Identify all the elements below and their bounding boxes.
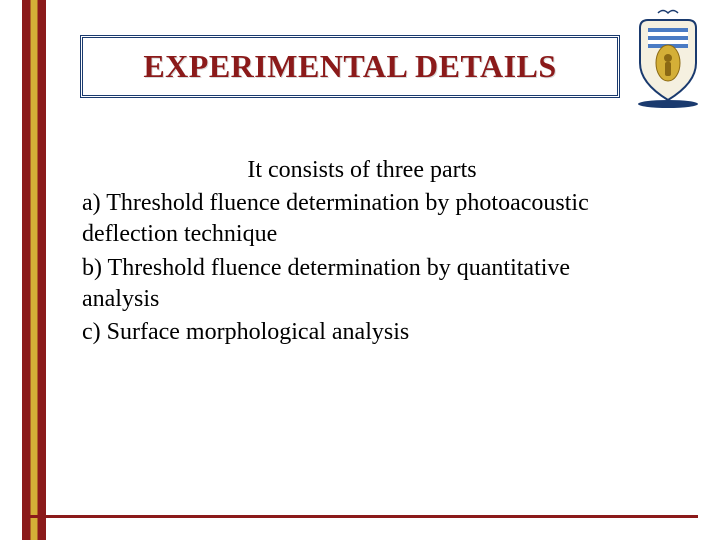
institution-crest-icon bbox=[630, 8, 706, 108]
left-decorative-stripe bbox=[22, 0, 46, 540]
list-item: a) Threshold fluence determination by ph… bbox=[82, 188, 642, 250]
slide-title: EXPERIMENTAL DETAILS bbox=[97, 48, 603, 85]
list-item: b) Threshold fluence determination by qu… bbox=[82, 253, 642, 315]
content-area: It consists of three parts a) Threshold … bbox=[82, 155, 642, 350]
intro-text: It consists of three parts bbox=[82, 155, 642, 186]
title-container: EXPERIMENTAL DETAILS bbox=[80, 35, 620, 98]
list-item: c) Surface morphological analysis bbox=[82, 317, 642, 348]
bottom-decorative-line bbox=[22, 515, 698, 518]
